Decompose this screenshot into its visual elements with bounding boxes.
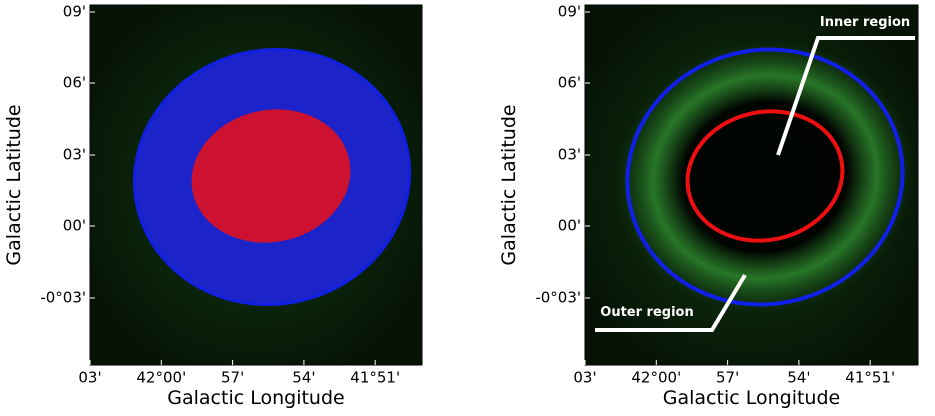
inner-region xyxy=(685,109,845,243)
left-panel xyxy=(89,4,423,366)
inner-region xyxy=(191,109,351,243)
pointer xyxy=(776,36,915,156)
x-axis-label: Galactic Longitude xyxy=(663,387,840,409)
frame xyxy=(584,4,919,366)
x-tick-label: 41°51' xyxy=(845,369,895,387)
y-tick-label: 03' xyxy=(558,146,581,164)
y-tick-label: 00' xyxy=(558,217,581,235)
pointer xyxy=(595,273,747,332)
y-tick-label: -0°03' xyxy=(535,289,581,307)
y-tick-label: 06' xyxy=(558,74,581,92)
emission xyxy=(615,41,915,313)
y-tick-label: 03' xyxy=(63,146,86,164)
x-tick-label: 41°51' xyxy=(350,369,400,387)
outer-region xyxy=(625,47,905,307)
y-tick-label: 09' xyxy=(63,3,86,21)
x-tick-label: 54' xyxy=(292,369,315,387)
y-tick-label: 00' xyxy=(63,217,86,235)
annotation: Outer region xyxy=(600,305,693,320)
right-panel: Inner region Outer region xyxy=(584,4,919,366)
y-tick-label: 09' xyxy=(558,3,581,21)
y-axis-label: Galactic Latitude xyxy=(498,104,520,265)
x-tick-label: 42°00' xyxy=(631,369,681,387)
frame xyxy=(89,4,423,366)
x-axis-label: Galactic Longitude xyxy=(167,387,344,409)
y-axis-label: Galactic Latitude xyxy=(3,104,25,265)
x-tick-label: 57' xyxy=(221,369,244,387)
x-tick-label: 54' xyxy=(787,369,810,387)
x-tick-label: 03' xyxy=(78,369,101,387)
annotation: Inner region xyxy=(820,15,910,30)
x-tick-label: 03' xyxy=(573,369,596,387)
y-tick-label: 06' xyxy=(63,74,86,92)
y-tick-label: -0°03' xyxy=(40,289,86,307)
x-tick-label: 42°00' xyxy=(136,369,186,387)
x-tick-label: 57' xyxy=(716,369,739,387)
